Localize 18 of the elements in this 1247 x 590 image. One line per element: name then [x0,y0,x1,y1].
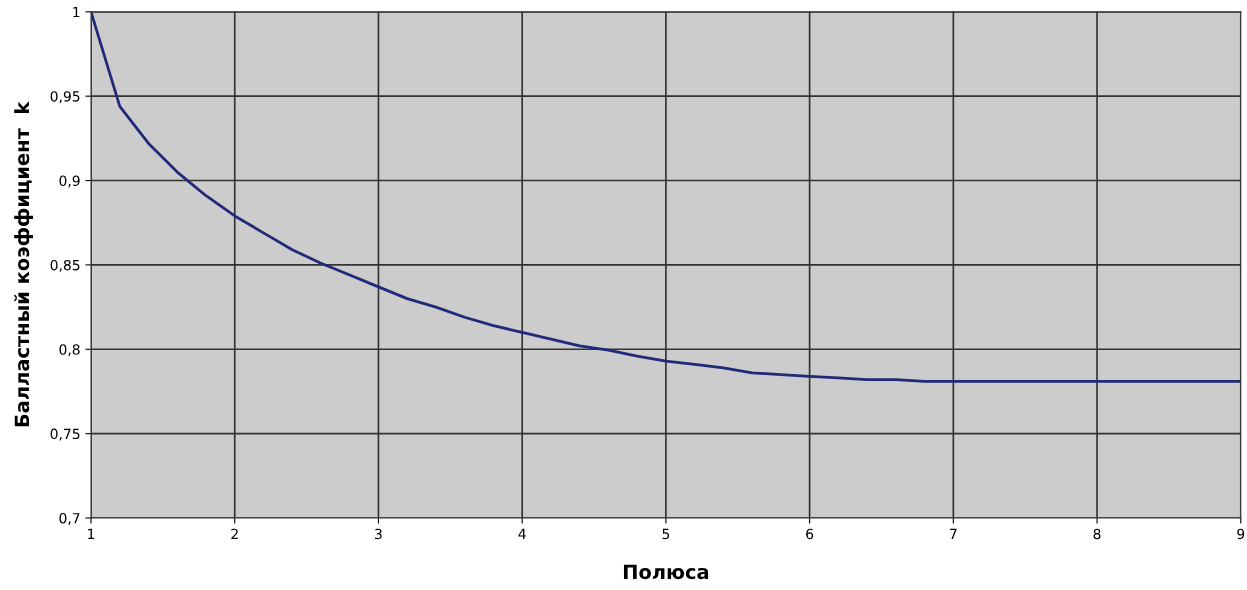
x-tick-label: 2 [231,528,238,539]
y-tick-label: 0,7 [59,512,80,525]
x-tick-label: 5 [662,528,670,540]
x-tick-label: 3 [375,528,382,540]
y-tick-label: 1 [73,6,80,18]
y-axis-title: Балластный коэффициент k [14,101,34,427]
y-tick-label: 0,85 [50,259,80,272]
x-tick-label: 4 [518,528,526,539]
y-tick-label: 0,95 [50,91,80,104]
y-tick-label: 0,8 [59,344,80,357]
y-tick-label: 0,75 [50,428,80,441]
y-tick-label: 0,9 [59,175,80,188]
x-tick-label: 7 [950,528,957,539]
x-tick-label: 9 [1237,528,1245,540]
x-tick-label: 1 [88,528,95,539]
x-tick-label: 6 [806,528,814,540]
x-tick-label: 8 [1093,528,1101,540]
x-axis-title: Полюса [623,564,709,580]
